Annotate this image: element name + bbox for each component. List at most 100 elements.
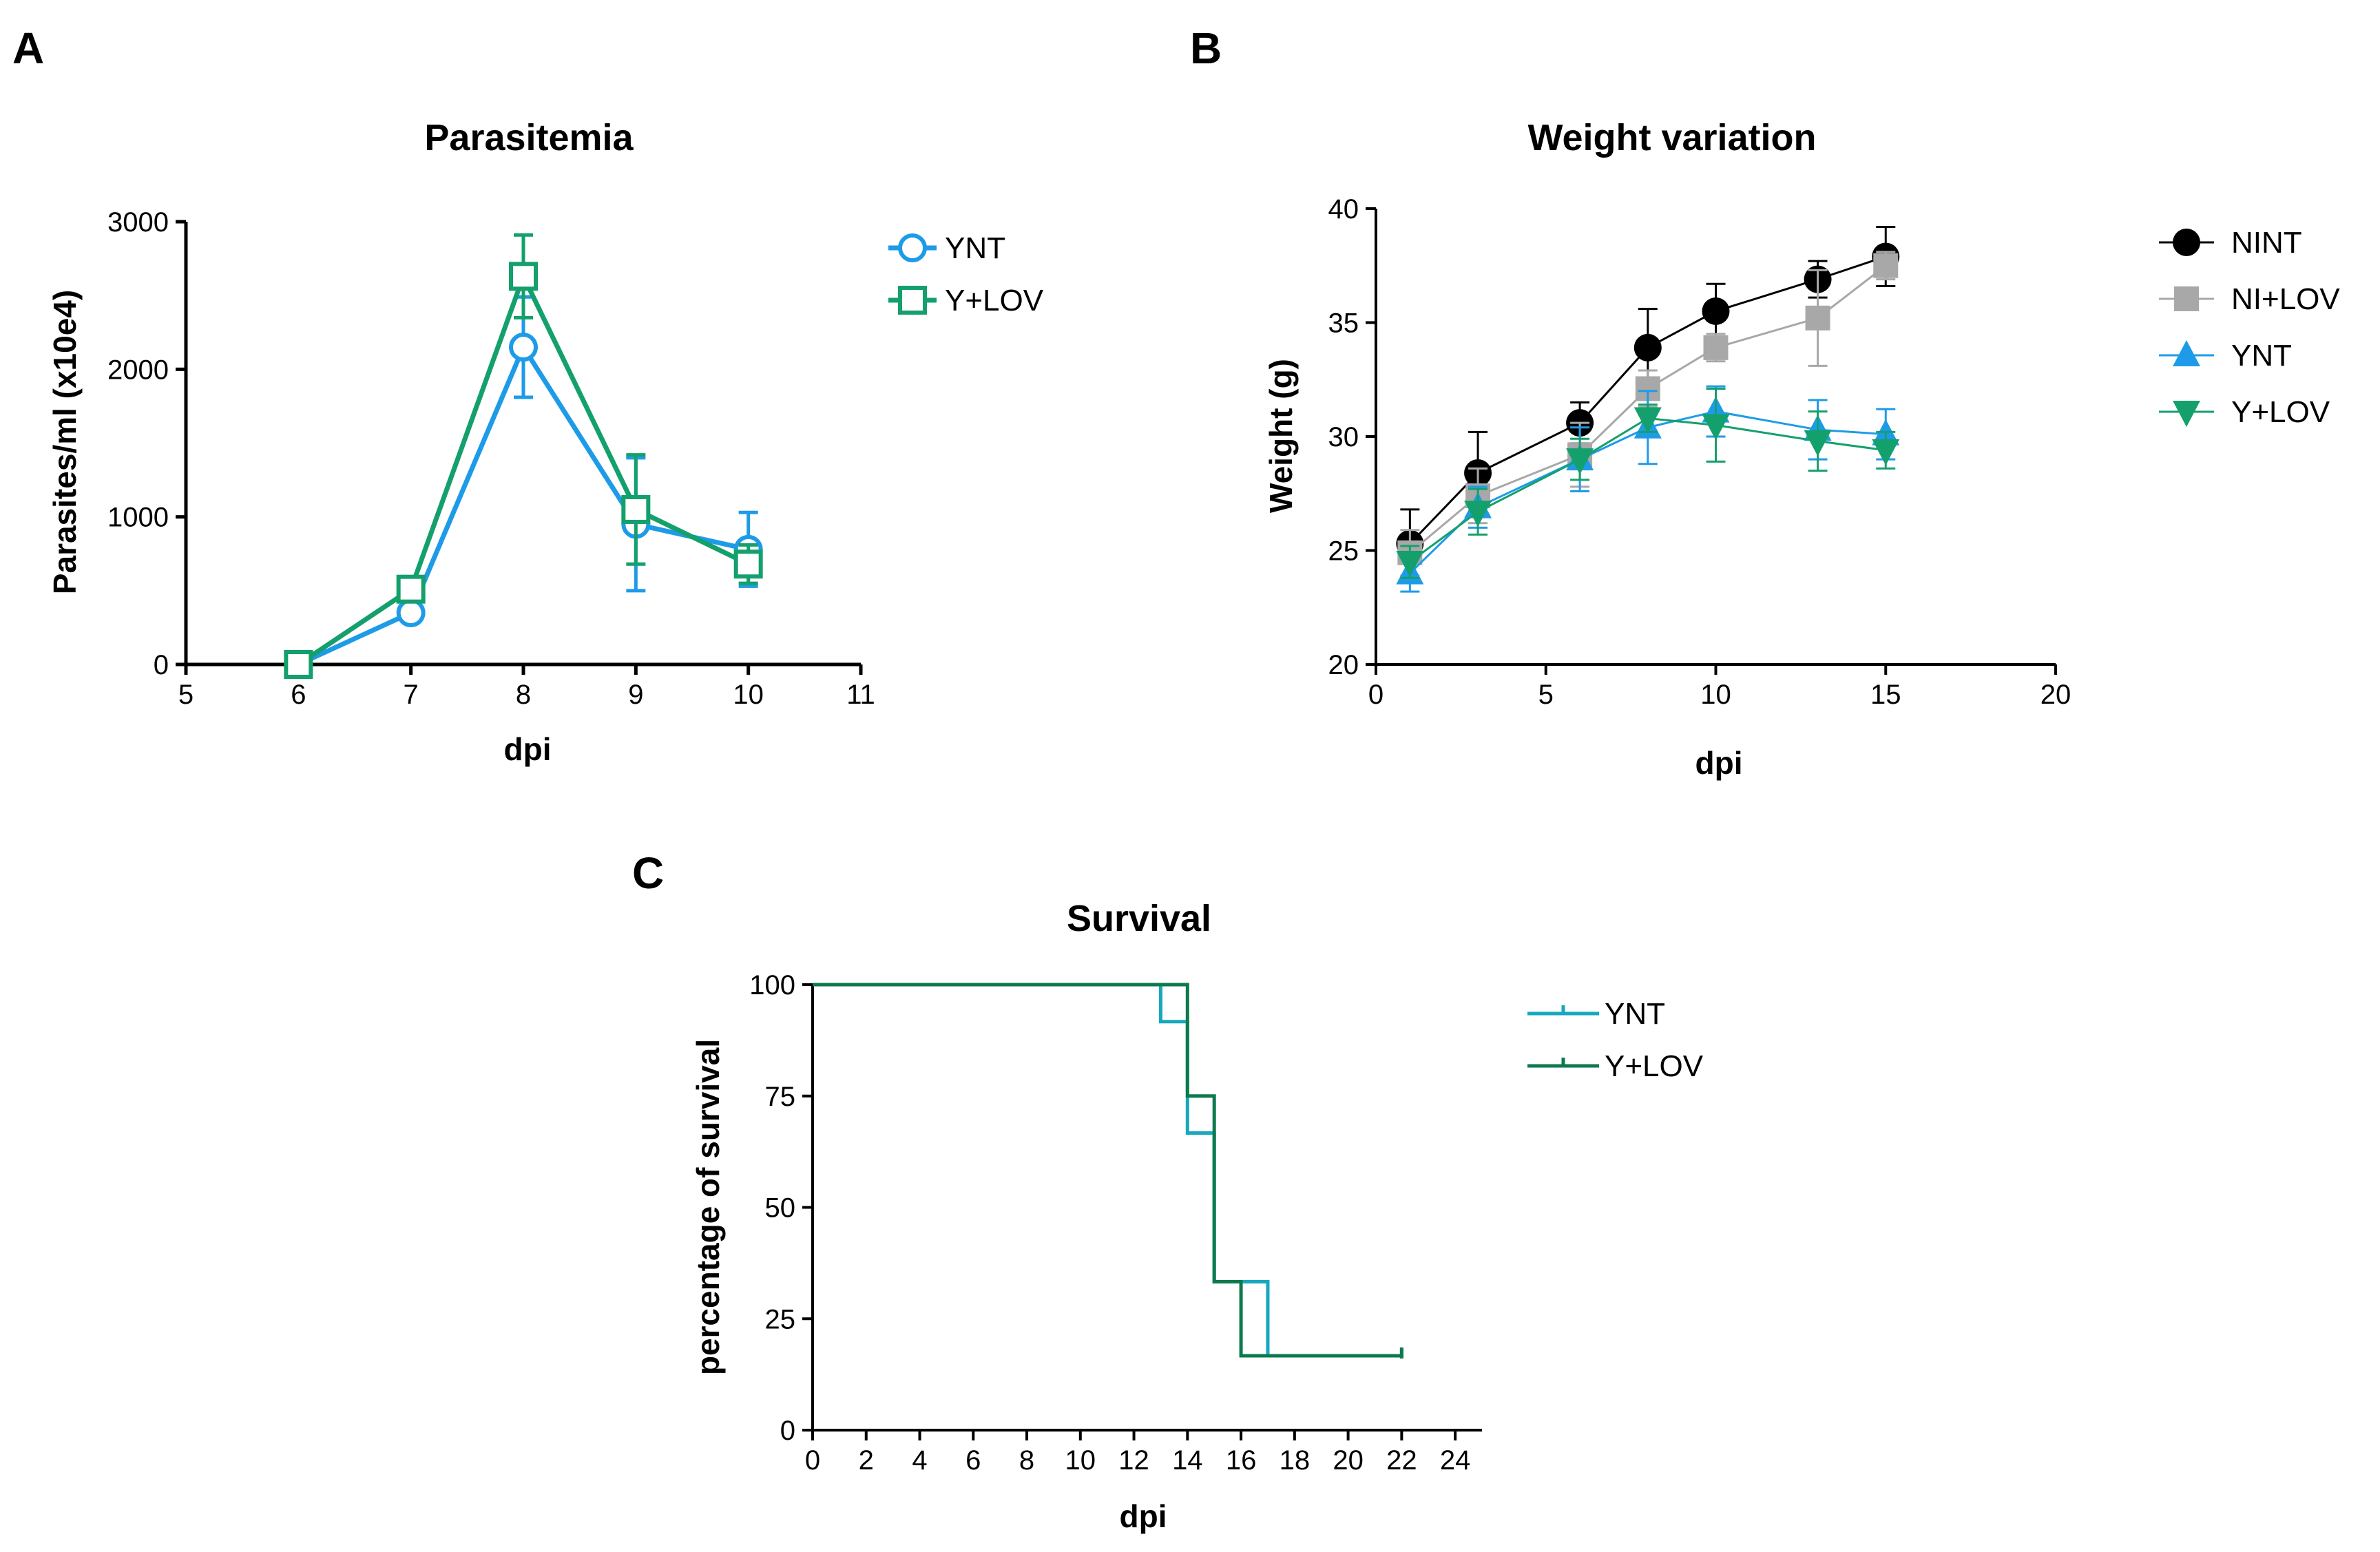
data-point <box>1873 253 1899 278</box>
plot-area: 5 6 7 8 9 10 11 0 1000 2000 3000 <box>107 207 875 710</box>
x-tick-label: 4 <box>912 1445 927 1476</box>
panel-label-c: C <box>632 848 664 898</box>
legend: NINT NI+LOV YNT Y+LOV <box>2159 226 2340 429</box>
y-tick-label: 0 <box>154 650 169 680</box>
data-point <box>284 650 313 679</box>
y-tick-label: 3000 <box>107 207 169 238</box>
chart-title: Survival <box>1067 898 1211 939</box>
x-tick-label: 6 <box>965 1445 981 1476</box>
legend: YNT Y+LOV <box>1527 997 1704 1083</box>
x-tick-label: 8 <box>516 680 531 710</box>
x-axis-label: dpi <box>1695 745 1743 781</box>
x-tick-label: 5 <box>178 680 194 710</box>
y-tick-label: 2000 <box>107 355 169 385</box>
y-tick-label: 35 <box>1328 308 1359 339</box>
data-point <box>1396 551 1424 578</box>
y-tick-label: 40 <box>1328 194 1359 224</box>
y-axis-label: Weight (g) <box>1263 359 1299 513</box>
y-tick-label: 100 <box>749 970 795 1000</box>
y-tick-label: 25 <box>1328 536 1359 567</box>
x-tick-label: 6 <box>291 680 306 710</box>
x-tick-label: 20 <box>2040 680 2071 710</box>
data-point <box>1566 448 1594 475</box>
data-point <box>396 598 426 627</box>
panel-label-b: B <box>1190 23 1222 73</box>
x-tick-label: 10 <box>1065 1445 1096 1476</box>
data-point <box>1702 297 1730 325</box>
y-tick-label: 20 <box>1328 650 1359 680</box>
legend-marker <box>2173 229 2200 256</box>
x-tick-label: 12 <box>1118 1445 1149 1476</box>
legend-entry-NI+LOV: NI+LOV <box>2159 282 2340 316</box>
series-YNT <box>813 983 1403 1359</box>
panel-label-a: A <box>12 23 44 73</box>
legend-label: Y+LOV <box>2231 395 2330 429</box>
y-tick-label: 0 <box>780 1416 795 1446</box>
legend-label: Y+LOV <box>945 284 1044 317</box>
x-tick-label: 18 <box>1280 1445 1311 1476</box>
legend-entry-YNT: YNT <box>2159 339 2292 373</box>
data-point <box>1464 501 1492 527</box>
x-tick-label: 2 <box>859 1445 874 1476</box>
panel-c-survival: C Survival dpi percentage of survival 0 2… <box>632 848 1704 1534</box>
x-tick-label: 9 <box>628 680 643 710</box>
legend-entry-Y+LOV: Y+LOV <box>888 284 1044 317</box>
legend-entry-YNT: YNT <box>1527 997 1665 1031</box>
legend-marker <box>2174 286 2199 311</box>
legend-entry-YNT: YNT <box>888 231 1005 265</box>
survival-step-line <box>813 983 1402 1358</box>
y-tick-label: 25 <box>765 1304 796 1334</box>
chart-title: Weight variation <box>1527 117 1816 158</box>
x-tick-label: 15 <box>1870 680 1901 710</box>
y-axis-label: Parasites/ml (x10e4) <box>47 290 83 594</box>
panel-a-parasitemia: A Parasitemia dpi Parasites/ml (x10e4) 5… <box>12 23 1044 767</box>
data-point <box>1805 305 1830 331</box>
data-point <box>1703 335 1729 360</box>
data-point <box>509 333 538 362</box>
x-tick-label: 10 <box>733 680 764 710</box>
legend-marker <box>898 286 927 315</box>
legend-label: YNT <box>945 231 1005 265</box>
data-point <box>1633 407 1662 434</box>
x-tick-label: 16 <box>1226 1445 1257 1476</box>
data-point <box>733 549 763 579</box>
x-tick-label: 14 <box>1172 1445 1203 1476</box>
legend-marker <box>2173 340 2200 366</box>
x-tick-label: 7 <box>404 680 419 710</box>
legend-label: Y+LOV <box>1605 1049 1704 1083</box>
y-tick-label: 30 <box>1328 422 1359 452</box>
legend: YNT Y+LOV <box>888 231 1044 317</box>
x-tick-label: 0 <box>1368 680 1384 710</box>
y-tick-label: 75 <box>765 1082 796 1112</box>
legend-label: YNT <box>1605 997 1665 1031</box>
y-axis-label: percentage of survival <box>690 1039 726 1375</box>
data-point <box>1804 430 1832 457</box>
x-tick-label: 0 <box>805 1445 820 1476</box>
x-tick-label: 22 <box>1386 1445 1417 1476</box>
legend-marker <box>898 233 927 262</box>
data-point <box>1702 414 1730 441</box>
legend-label: NI+LOV <box>2231 282 2340 316</box>
data-point <box>509 262 538 291</box>
x-tick-label: 11 <box>846 680 875 710</box>
data-point <box>1872 439 1900 465</box>
series-Y+LOV <box>813 983 1403 1359</box>
x-tick-label: 5 <box>1538 680 1554 710</box>
y-tick-label: 1000 <box>107 503 169 533</box>
plot-area: 0 5 10 15 20 20 25 30 35 40 <box>1328 194 2071 710</box>
series-YNT <box>284 295 763 679</box>
chart-title: Parasitemia <box>424 117 634 158</box>
legend-label: NINT <box>2231 226 2302 260</box>
legend-entry-Y+LOV: Y+LOV <box>1527 1049 1704 1083</box>
legend-entry-NINT: NINT <box>2159 226 2302 260</box>
x-tick-label: 10 <box>1700 680 1731 710</box>
x-axis-label: dpi <box>504 731 552 767</box>
data-point <box>621 494 651 524</box>
legend-label: YNT <box>2231 339 2292 373</box>
x-tick-label: 8 <box>1019 1445 1034 1476</box>
legend-marker <box>2173 401 2200 427</box>
series-Y+LOV <box>284 233 763 679</box>
series-Y+LOV <box>1396 387 1900 579</box>
